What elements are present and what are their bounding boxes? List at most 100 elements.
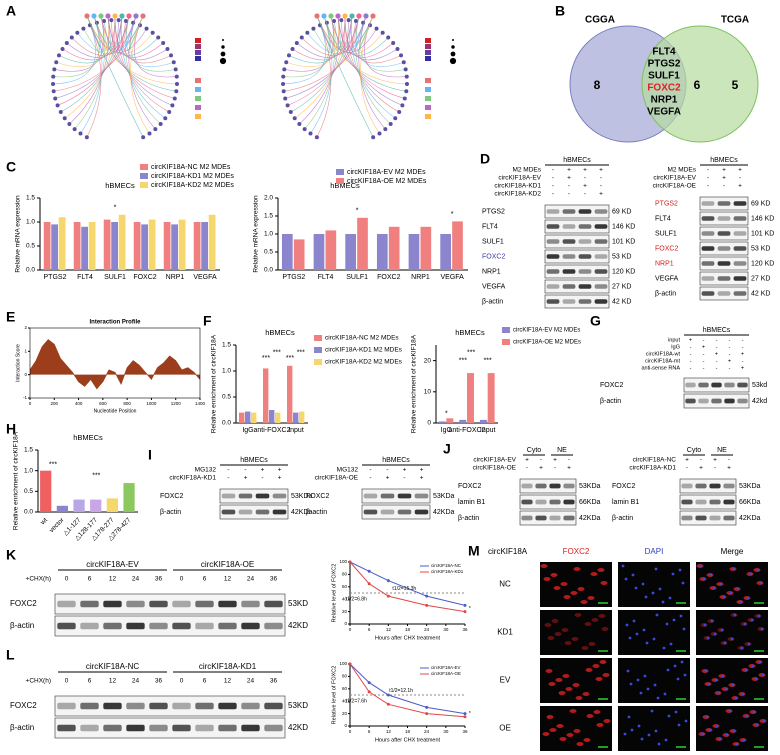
band [701, 291, 715, 296]
nucleus [745, 714, 749, 718]
nucleus [654, 567, 658, 571]
chart-title: hBMECs [73, 433, 103, 442]
condition-sign: - [554, 465, 556, 472]
band [535, 515, 547, 521]
bar [438, 421, 446, 423]
network-edge [326, 15, 338, 51]
legend-dot [221, 45, 225, 49]
blot-frame [544, 249, 610, 264]
hub-node [119, 13, 125, 19]
x-tick-label: 30 [443, 729, 449, 734]
nucleus [741, 692, 745, 696]
protein-label: SULF1 [482, 238, 504, 245]
bar [171, 224, 178, 270]
nucleus [758, 660, 762, 664]
band [172, 702, 191, 710]
legend-swatch [425, 50, 431, 55]
legend-label: circKIF18A-OE M2 MDEs [347, 178, 427, 185]
band [172, 622, 191, 630]
band [578, 269, 592, 274]
network-node [75, 30, 80, 35]
protein-label: FOXC2 [655, 245, 678, 252]
cell-signal [570, 591, 578, 595]
cell-signal [558, 691, 566, 695]
condition-sign: 6 [88, 678, 92, 685]
condition-sign: + [727, 465, 731, 472]
band [103, 600, 122, 608]
nucleus [746, 596, 750, 600]
legend-swatch [195, 105, 201, 110]
nucleus [652, 637, 656, 641]
row-label: OE [499, 724, 511, 733]
x-tick-label: NRP1 [411, 274, 430, 281]
condition-sign: - [707, 175, 709, 182]
bar [118, 214, 126, 270]
nucleus [742, 738, 746, 742]
network-node [123, 18, 128, 23]
condition-sign: - [540, 457, 542, 464]
column-label: DAPI [645, 547, 664, 556]
condition-sign: - [369, 467, 371, 474]
y-tick-label: 1.0 [264, 231, 273, 238]
legend-swatch [195, 96, 201, 101]
nucleus [702, 577, 706, 581]
band [723, 499, 735, 505]
x-tick-label: 1000 [146, 401, 157, 406]
legend-swatch [425, 96, 431, 101]
band [218, 600, 237, 608]
band [724, 398, 735, 404]
nucleus [708, 728, 712, 732]
condition-sign: - [739, 175, 741, 182]
legend-dot [452, 39, 454, 41]
band [126, 702, 145, 710]
network-node [281, 89, 286, 94]
bar [73, 222, 81, 270]
chart-title: hBMECs [265, 328, 295, 337]
nucleus [720, 628, 724, 632]
point [463, 715, 467, 719]
bar [51, 224, 58, 270]
bar [73, 499, 85, 512]
network-node [153, 127, 158, 132]
condition-sign: - [403, 475, 405, 482]
label: CGGA [585, 15, 615, 26]
network-node [302, 127, 307, 132]
protein-label: lamin B1 [458, 499, 485, 506]
network-edge [341, 15, 346, 51]
network-node [165, 46, 170, 51]
nucleus [647, 733, 651, 737]
x-tick-label: 400 [75, 401, 83, 406]
size-label: 53kd [752, 382, 767, 389]
bar [459, 419, 467, 423]
y-tick-label: 0 [427, 420, 431, 427]
grid-header: circKIF18A [488, 547, 528, 556]
protein-label: lamin B1 [612, 499, 639, 506]
x-tick-label: 0 [349, 627, 352, 632]
nucleus [634, 586, 638, 590]
size-label: 101 KD [612, 238, 635, 245]
panel-label: G [590, 313, 601, 329]
nucleus [640, 737, 644, 741]
hub-node [321, 13, 327, 19]
hub-node [363, 13, 369, 19]
nucleus [762, 719, 766, 723]
cell-signal [573, 729, 581, 733]
protein-label: β-actin [458, 515, 479, 522]
micrograph [618, 610, 690, 655]
x-tick-label: 1400 [195, 401, 206, 406]
band [685, 382, 696, 388]
point [425, 594, 429, 598]
condition-sign: + [244, 475, 248, 482]
network-node [169, 53, 174, 58]
x-tick-label: FLT4 [318, 274, 334, 281]
cell-signal [587, 596, 595, 600]
network-node [391, 40, 396, 45]
y-tick-label: 0.5 [24, 488, 33, 495]
x-tick-label: IgG [242, 427, 253, 434]
condition-sign: + [599, 191, 603, 198]
band [723, 483, 735, 489]
nucleus [721, 674, 725, 678]
nucleus [680, 660, 684, 664]
nucleus [744, 668, 748, 672]
network-node [81, 26, 86, 31]
